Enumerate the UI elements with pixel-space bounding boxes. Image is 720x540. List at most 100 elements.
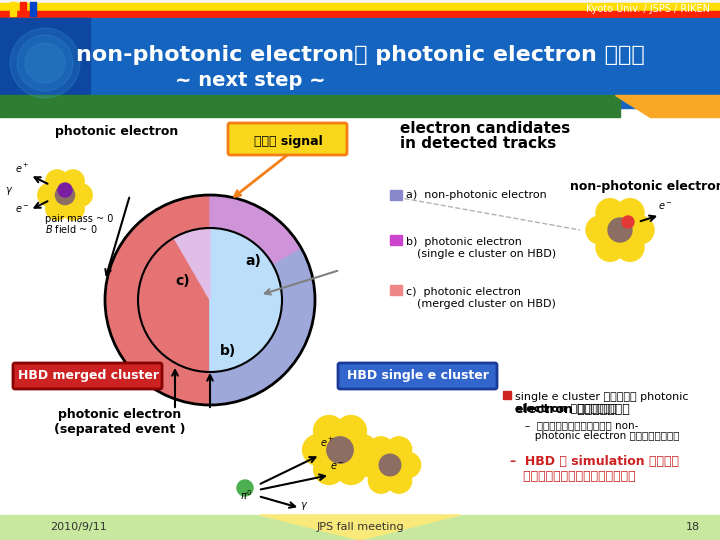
Text: non-photonic electron: non-photonic electron (570, 180, 720, 193)
Circle shape (62, 170, 84, 192)
Bar (20, 2, 26, 16)
Text: photonic electron
(separated event ): photonic electron (separated event ) (54, 408, 186, 436)
Bar (0, 18, 90, 108)
Circle shape (314, 416, 344, 447)
Text: $\gamma$: $\gamma$ (5, 185, 13, 197)
Polygon shape (615, 95, 720, 117)
Text: a): a) (245, 254, 261, 268)
Bar (10, 2, 16, 16)
Wedge shape (174, 228, 210, 300)
Circle shape (626, 216, 654, 244)
Wedge shape (210, 195, 301, 300)
Circle shape (616, 233, 644, 261)
Circle shape (586, 216, 614, 244)
FancyBboxPatch shape (338, 363, 497, 389)
Circle shape (622, 216, 634, 228)
Bar (390, 235, 402, 245)
Circle shape (55, 185, 75, 205)
Bar (30, 2, 36, 16)
Text: 2010/9/11: 2010/9/11 (50, 522, 107, 532)
Text: single e cluster には若干の photonic: single e cluster には若干の photonic (515, 392, 688, 402)
Text: electron が混ざっている: electron が混ざっている (515, 403, 630, 416)
Circle shape (336, 454, 366, 484)
Circle shape (46, 198, 68, 220)
Text: electron candidates: electron candidates (400, 121, 570, 136)
Bar (0, 22, 720, 30)
Text: non-photonic electronと photonic electron の抽出: non-photonic electronと photonic electron… (76, 45, 644, 65)
Text: $e^+$: $e^+$ (320, 436, 335, 449)
Circle shape (387, 437, 412, 462)
Text: (merged cluster on HBD): (merged cluster on HBD) (417, 299, 556, 309)
Polygon shape (260, 515, 460, 540)
Circle shape (237, 480, 253, 496)
Text: c)  photonic electron: c) photonic electron (406, 287, 521, 297)
Text: electron が混ざっている: electron が混ざっている (515, 403, 617, 413)
Text: b): b) (220, 344, 236, 358)
FancyBboxPatch shape (228, 123, 347, 155)
Bar (0, 30, 720, 33)
Circle shape (37, 184, 60, 206)
FancyBboxPatch shape (13, 363, 162, 389)
Circle shape (17, 35, 73, 91)
Bar (0, 18, 720, 108)
Bar (0, 0, 720, 3)
Text: a)  non-photonic electron: a) non-photonic electron (406, 190, 546, 200)
Text: photonic electron の収量が得られる: photonic electron の収量が得られる (525, 431, 680, 441)
Circle shape (596, 233, 624, 261)
Text: ~ next step ~: ~ next step ~ (175, 71, 325, 90)
Text: $e^-$: $e^-$ (330, 461, 345, 472)
Bar (0, 19, 720, 22)
Circle shape (379, 454, 401, 476)
Wedge shape (105, 195, 210, 405)
Circle shape (369, 437, 394, 462)
Circle shape (596, 199, 624, 227)
Text: この割合を評価することができる: この割合を評価することができる (510, 470, 636, 483)
Text: 18: 18 (686, 522, 700, 532)
Text: Kyoto Univ. / JSPS / RIKEN: Kyoto Univ. / JSPS / RIKEN (586, 4, 710, 14)
Wedge shape (210, 228, 282, 372)
Circle shape (46, 170, 68, 192)
Circle shape (616, 199, 644, 227)
Text: HBD single e cluster: HBD single e cluster (347, 369, 489, 382)
Bar (0, 11, 720, 19)
Circle shape (302, 435, 333, 465)
Bar (390, 190, 402, 200)
Text: photonic electron: photonic electron (55, 125, 179, 138)
Text: HBD merged cluster: HBD merged cluster (17, 369, 158, 382)
Text: (single e cluster on HBD): (single e cluster on HBD) (417, 249, 556, 259)
Circle shape (314, 454, 344, 484)
Bar (0, 3, 720, 11)
Circle shape (10, 28, 80, 98)
Circle shape (369, 468, 394, 493)
Text: –  HBD の simulation により、: – HBD の simulation により、 (510, 455, 679, 468)
Circle shape (346, 435, 377, 465)
Text: $e^-$: $e^-$ (15, 204, 30, 215)
Text: $\gamma$: $\gamma$ (300, 500, 308, 512)
Circle shape (70, 184, 92, 206)
Circle shape (327, 437, 354, 463)
Bar (0, 95, 620, 117)
Text: 欲しい signal: 欲しい signal (253, 134, 323, 147)
Text: pair mass ~ 0: pair mass ~ 0 (45, 214, 113, 224)
Text: $\pi^0$: $\pi^0$ (240, 488, 252, 502)
Circle shape (25, 43, 65, 83)
Text: –  これを取り除くことにより non-: – これを取り除くことにより non- (525, 420, 639, 430)
Bar (390, 285, 402, 295)
Wedge shape (210, 247, 315, 405)
Text: c): c) (175, 274, 189, 288)
Text: JPS fall meeting: JPS fall meeting (316, 522, 404, 532)
Circle shape (359, 453, 384, 477)
Circle shape (58, 183, 72, 197)
Bar (0, 117, 720, 515)
Bar (0, 0, 720, 18)
Circle shape (387, 468, 412, 493)
Text: $B$ field ~ 0: $B$ field ~ 0 (45, 223, 98, 235)
Text: $e^+$: $e^+$ (15, 162, 30, 175)
Circle shape (336, 416, 366, 447)
Circle shape (608, 218, 632, 242)
Bar (503, 391, 511, 399)
Text: in detected tracks: in detected tracks (400, 136, 557, 151)
Circle shape (395, 453, 420, 477)
Text: $e^-$: $e^-$ (658, 201, 672, 212)
Circle shape (62, 198, 84, 220)
